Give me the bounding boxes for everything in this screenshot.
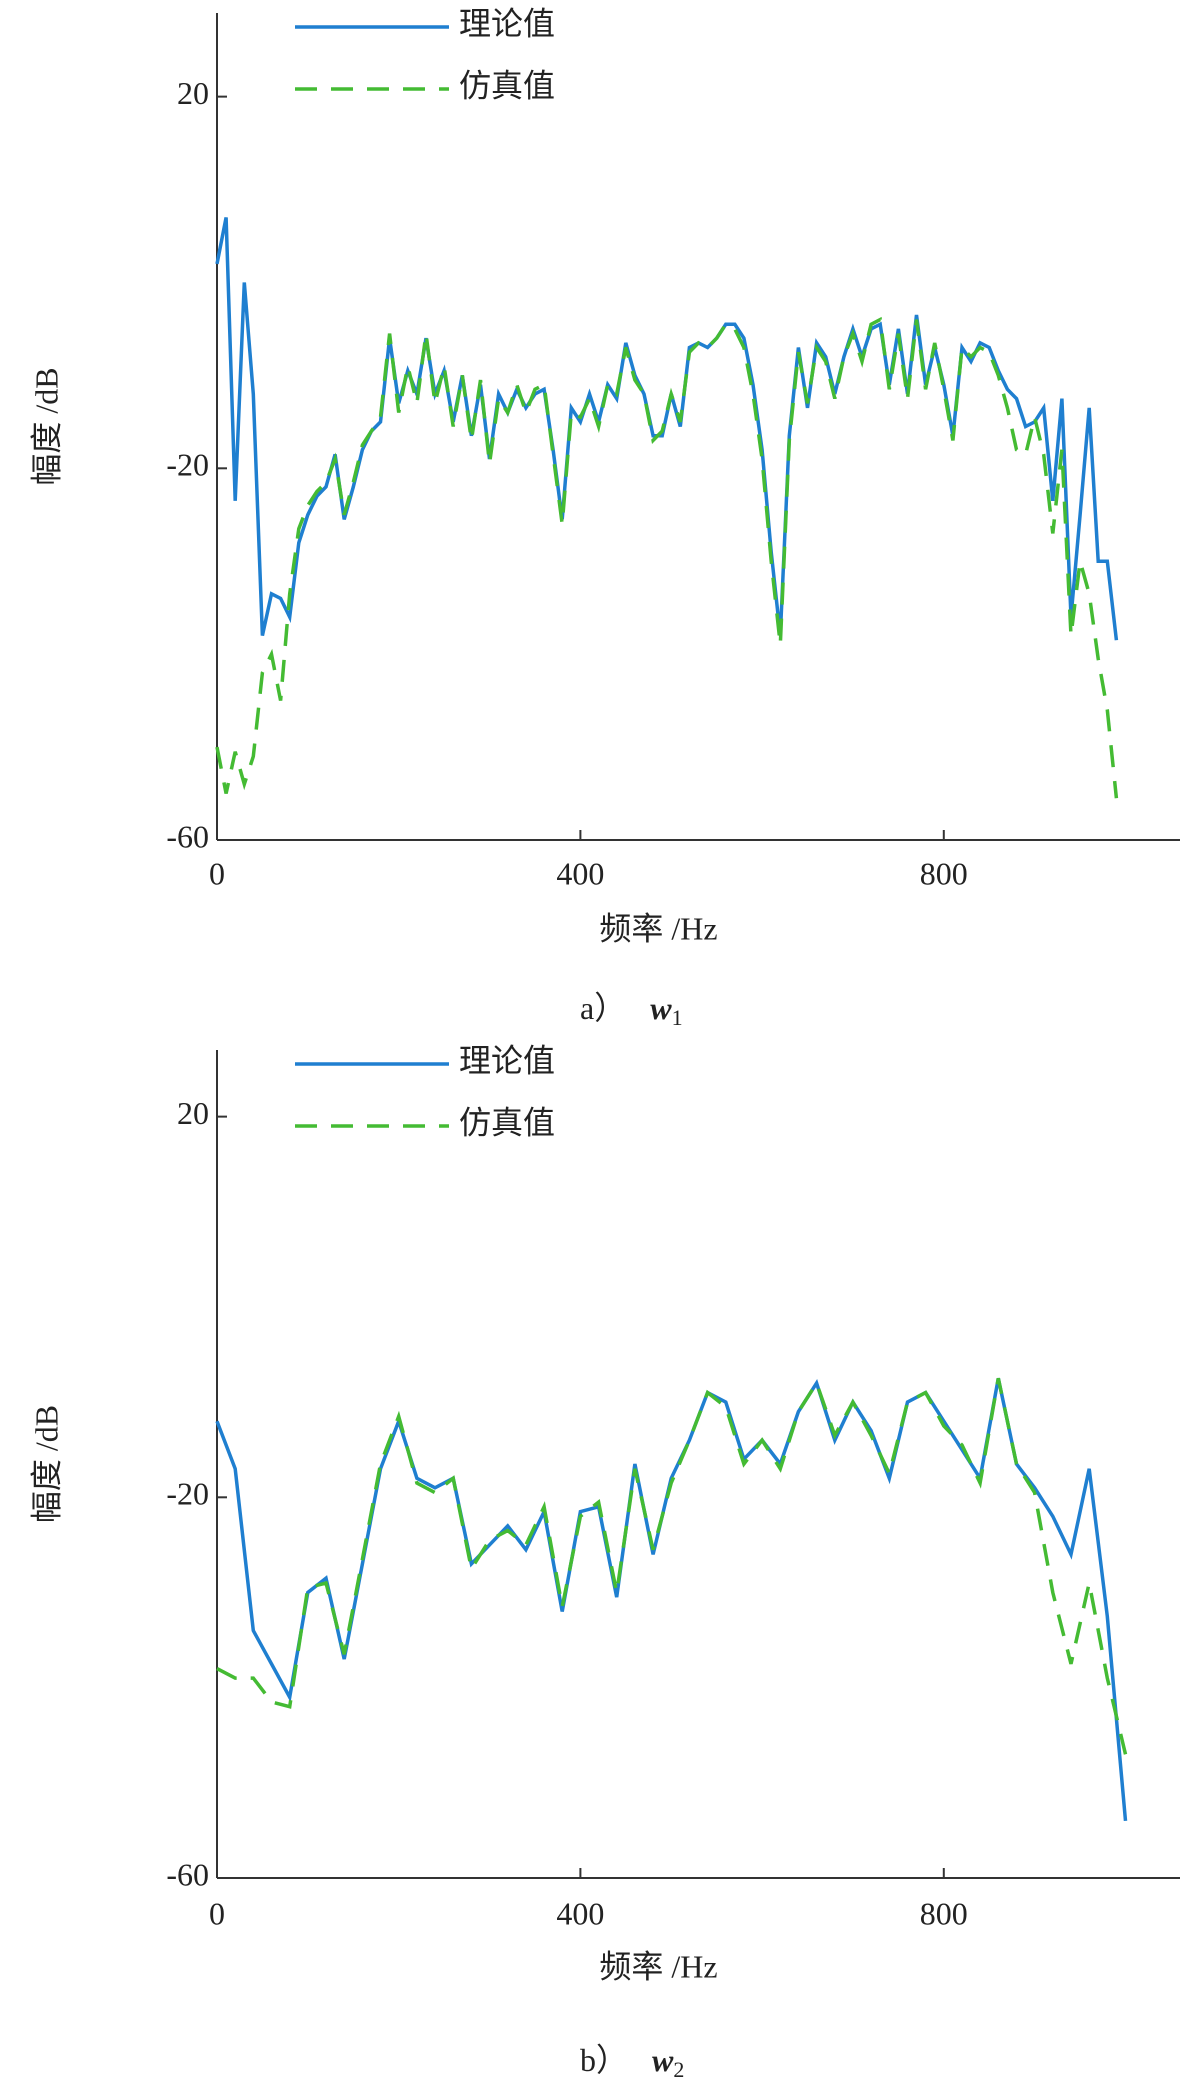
x-tick-label: 0: [209, 1895, 225, 1931]
caption-subscript: 1: [672, 1005, 683, 1030]
caption: a） w1: [580, 990, 683, 1030]
caption-label: b）: [580, 2042, 628, 2078]
data-line: [216, 1377, 1128, 1755]
x-tick-label: 0: [209, 855, 225, 891]
legend-label: 仿真值: [459, 1104, 555, 1140]
y-axis-label: 幅度 /dB: [28, 1405, 64, 1523]
y-tick-label: 20: [177, 75, 209, 111]
x-axis-label: 频率 /Hz: [599, 910, 717, 946]
caption: b） w2: [580, 2042, 684, 2082]
data-line: [215, 316, 1119, 799]
x-tick-label: 800: [920, 855, 968, 891]
x-tick-label: 400: [556, 855, 604, 891]
legend-label: 理论值: [459, 1042, 555, 1078]
y-tick-label: -20: [166, 447, 209, 483]
y-tick-label: -20: [166, 1476, 209, 1512]
y-tick-label: 20: [177, 1095, 209, 1131]
y-axis-label: 幅度 /dB: [28, 367, 64, 485]
legend-label: 理论值: [459, 5, 555, 41]
x-tick-label: 800: [920, 1895, 968, 1931]
x-tick-label: 400: [556, 1895, 604, 1931]
caption-symbol: w: [650, 990, 672, 1026]
data-line: [215, 1377, 1128, 1822]
x-axis-label: 频率 /Hz: [599, 1948, 717, 1984]
data-line: [215, 217, 1119, 641]
legend-label: 仿真值: [459, 67, 555, 103]
caption-symbol: w: [652, 2042, 674, 2078]
y-tick-label: -60: [166, 1856, 209, 1892]
y-tick-label: -60: [166, 818, 209, 854]
caption-subscript: 2: [673, 2057, 684, 2082]
caption-label: a）: [580, 990, 626, 1026]
